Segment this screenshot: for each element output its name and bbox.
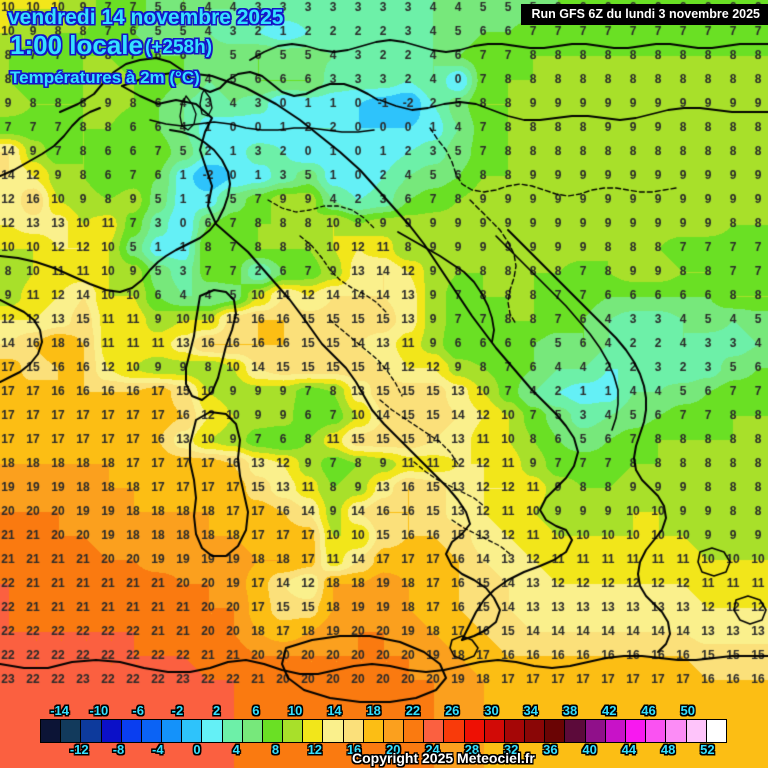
- model-run-banner: Run GFS 6Z du lundi 3 novembre 2025: [521, 4, 768, 25]
- colorbar-tick-label: -10: [89, 703, 109, 718]
- colorbar-swatch: [605, 720, 626, 742]
- forecast-parameter-label: Températures à 2m (°C): [10, 68, 200, 87]
- colorbar-swatch: [706, 720, 726, 742]
- colorbar-tick-label: 36: [543, 742, 558, 757]
- colorbar-swatch: [141, 720, 163, 742]
- colorbar-swatch: [585, 720, 606, 742]
- colorbar-swatch: [283, 720, 304, 742]
- colorbar-swatch: [162, 720, 183, 742]
- colorbar-tick-label: 50: [680, 703, 695, 718]
- colorbar-swatch: [81, 720, 102, 742]
- colorbar-tick-label: 22: [405, 703, 421, 718]
- colorbar-swatch: [444, 720, 465, 742]
- colorbar-tick-label: -2: [171, 703, 184, 718]
- copyright-label: Copyright 2025 Meteociel.fr: [352, 750, 535, 766]
- colorbar-swatch: [101, 720, 122, 742]
- colorbar-swatch: [202, 720, 223, 742]
- colorbar-tick-label: 8: [271, 742, 280, 757]
- colorbar-tick-label: 6: [252, 703, 260, 718]
- colorbar-tick-label: 14: [327, 703, 342, 718]
- colorbar-tick-label: 34: [523, 703, 538, 718]
- colorbar-swatch: [41, 720, 62, 742]
- colorbar-swatch: [484, 720, 505, 742]
- colorbar-swatch: [222, 720, 243, 742]
- colorbar-tick-label: 52: [700, 742, 715, 757]
- colorbar-swatch: [182, 720, 203, 742]
- colorbar-swatch: [343, 720, 364, 742]
- colorbar-tick-label: 12: [307, 742, 323, 757]
- colorbar-swatch: [121, 720, 142, 742]
- colorbar-swatch: [525, 720, 546, 742]
- colorbar-tick-label: 46: [641, 703, 656, 718]
- colorbar-swatch: [323, 720, 344, 742]
- colorbar-swatch: [262, 720, 284, 742]
- colorbar-swatch: [424, 720, 445, 742]
- colorbar-tick-label: 48: [660, 742, 676, 757]
- colorbar-swatch: [545, 720, 566, 742]
- colorbar-tick-label: 4: [232, 742, 240, 757]
- colorbar-tick-label: -6: [132, 703, 144, 718]
- colorbar-tick-label: 10: [287, 703, 303, 718]
- colorbar-tick-label: -14: [50, 703, 70, 718]
- colorbar-swatch: [686, 720, 707, 742]
- colorbar-swatch: [61, 720, 82, 742]
- colorbar-swatch: [464, 720, 485, 742]
- colorbar-tick-label: 40: [582, 742, 597, 757]
- colorbar-tick-label: -4: [151, 742, 164, 757]
- forecast-hour-label: (+258h): [145, 37, 213, 58]
- colorbar-swatch: [666, 720, 687, 742]
- colorbar-tick-label: -12: [69, 742, 89, 757]
- colorbar-tick-label: 44: [621, 742, 637, 757]
- colorbar-swatch: [646, 720, 667, 742]
- colorbar-swatch: [404, 720, 425, 742]
- temperature-colorbar: [40, 719, 727, 743]
- colorbar-tick-label: -8: [112, 742, 125, 757]
- colorbar-tick-label: 42: [601, 703, 617, 718]
- forecast-date-label: vendredi 14 novembre 2025: [8, 6, 284, 29]
- colorbar-tick-label: 26: [444, 703, 460, 718]
- colorbar-swatch: [242, 720, 263, 742]
- colorbar-tick-label: 2: [213, 703, 221, 718]
- colorbar-swatch: [363, 720, 384, 742]
- colorbar-tick-label: 18: [366, 703, 381, 718]
- colorbar-swatch: [625, 720, 647, 742]
- colorbar-swatch: [303, 720, 324, 742]
- colorbar-swatch: [504, 720, 526, 742]
- colorbar-tick-label: 30: [484, 703, 499, 718]
- colorbar-tick-label: 38: [562, 703, 578, 718]
- forecast-time-label: 1:00 locale: [10, 30, 143, 60]
- colorbar-swatch: [383, 720, 405, 742]
- colorbar-tick-label: 0: [193, 742, 201, 757]
- colorbar-swatch: [565, 720, 586, 742]
